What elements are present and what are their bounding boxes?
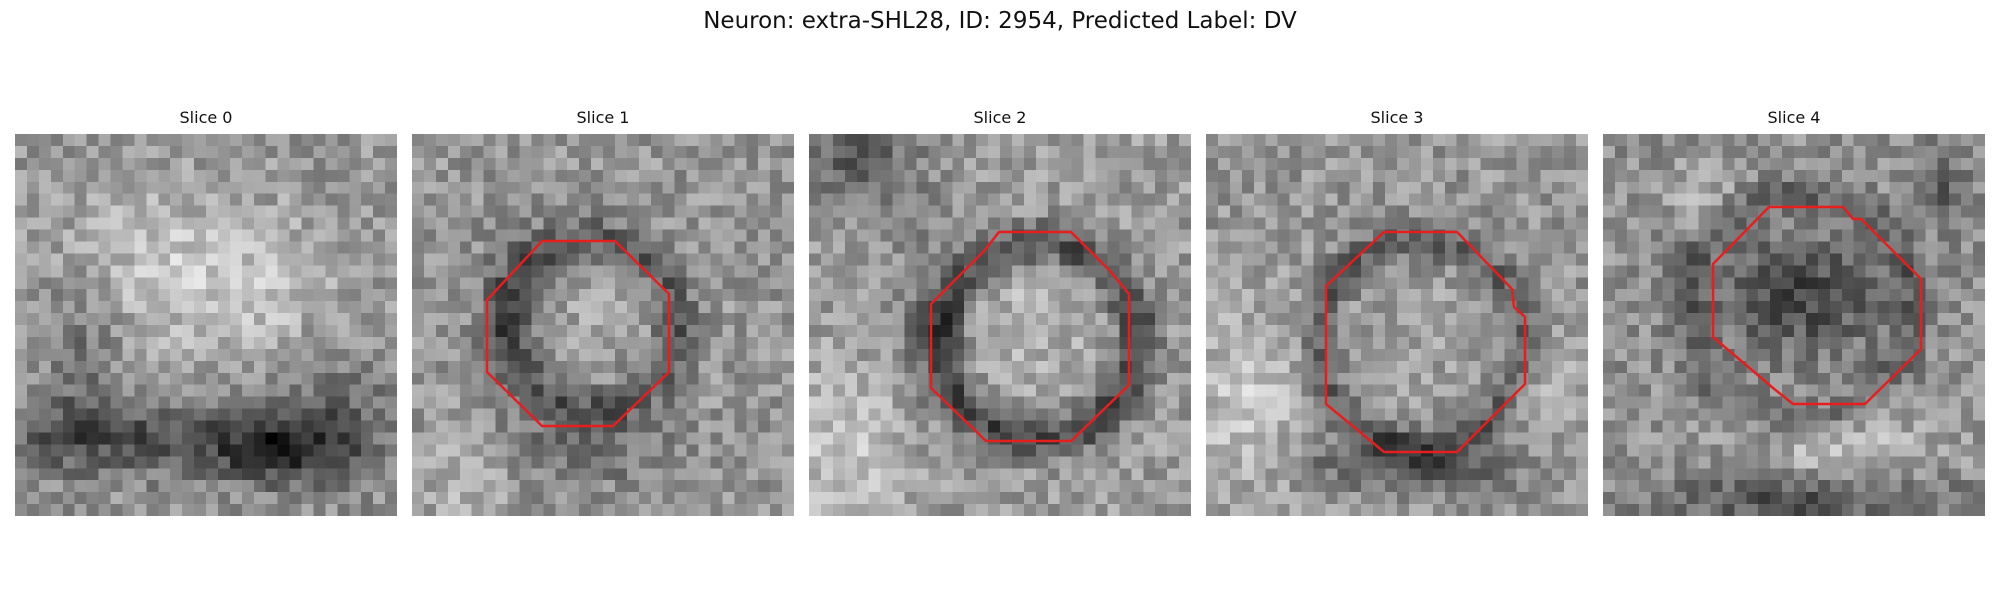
contour-overlay xyxy=(1324,230,1527,454)
figure-title: Neuron: extra-SHL28, ID: 2954, Predicted… xyxy=(703,8,1297,34)
contour-polygon xyxy=(485,239,671,428)
slice-image xyxy=(15,134,397,516)
contour-polygon xyxy=(1711,205,1923,406)
slice-title: Slice 1 xyxy=(576,108,630,127)
contour-polygon xyxy=(929,230,1131,443)
slice-title: Slice 0 xyxy=(179,108,233,127)
contour-overlay xyxy=(485,239,671,428)
contour-overlay xyxy=(1711,205,1923,406)
slice-panel-2: Slice 2 xyxy=(809,108,1191,516)
contour-overlay xyxy=(929,230,1131,443)
slice-image xyxy=(412,134,794,516)
slice-panel-1: Slice 1 xyxy=(412,108,794,516)
slice-panel-0: Slice 0 xyxy=(15,108,397,516)
slice-image xyxy=(809,134,1191,516)
slice-title: Slice 4 xyxy=(1767,108,1821,127)
contour-polygon xyxy=(1324,230,1527,454)
slice-panel-4: Slice 4 xyxy=(1603,108,1985,516)
slice-title: Slice 3 xyxy=(1370,108,1424,127)
slice-title: Slice 2 xyxy=(973,108,1027,127)
slice-panel-3: Slice 3 xyxy=(1206,108,1588,516)
